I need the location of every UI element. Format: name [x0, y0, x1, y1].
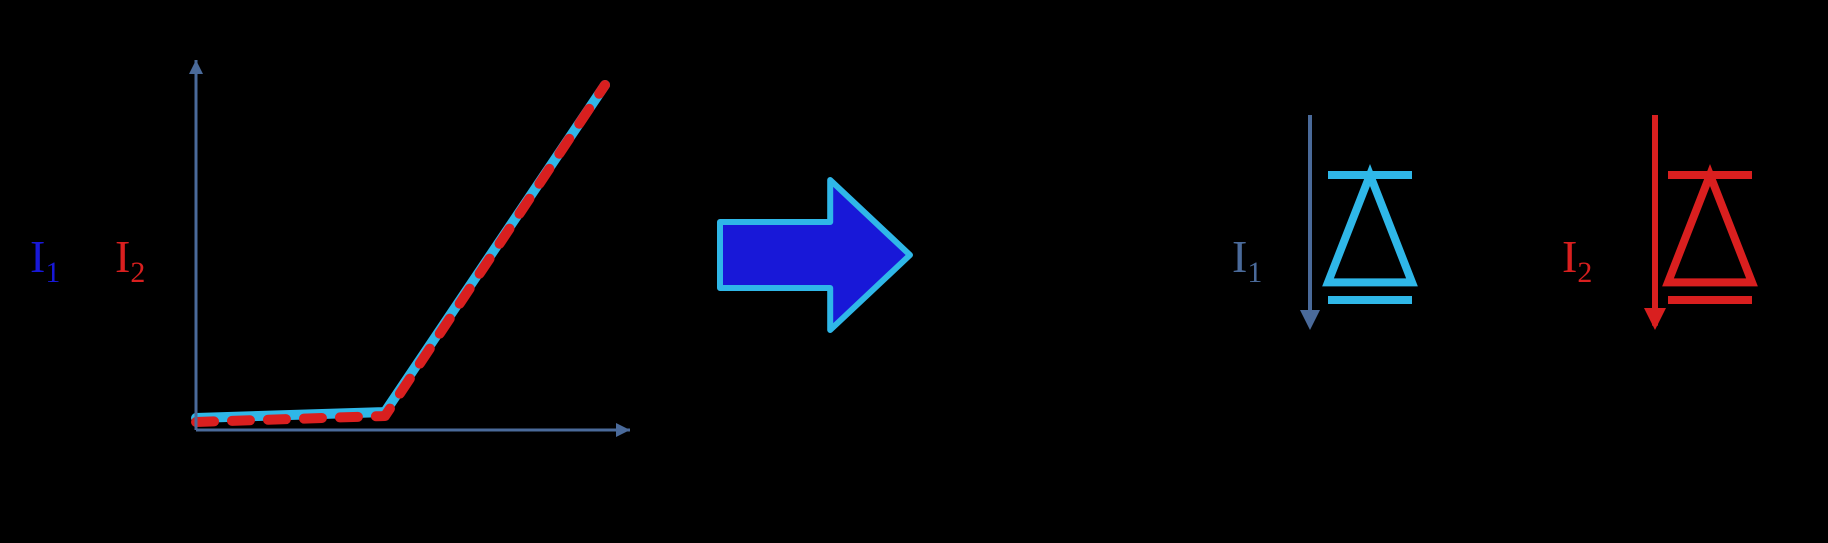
mirror-label-i2-main: I [1562, 231, 1577, 282]
chart-label-i2: I2 [115, 230, 145, 290]
chart-label-i1-sub: 1 [45, 256, 60, 289]
implication-arrow-icon [720, 180, 910, 330]
chart-label-i1: I1 [30, 230, 60, 290]
current-arrow-2 [1644, 115, 1666, 330]
diode-icon-2 [1668, 175, 1752, 300]
iv-chart [189, 60, 630, 437]
series-i2 [196, 85, 605, 422]
diode-icon-1 [1328, 175, 1412, 300]
diagram-svg [0, 0, 1828, 543]
series-i1 [196, 85, 605, 418]
current-arrow-1 [1300, 115, 1320, 330]
mirror-label-i1-main: I [1232, 231, 1247, 282]
chart-label-i2-main: I [115, 231, 130, 282]
mirror-label-i2-sub: 2 [1577, 256, 1592, 289]
chart-label-i1-main: I [30, 231, 45, 282]
mirror-label-i2: I2 [1562, 230, 1592, 290]
mirror-label-i1-sub: 1 [1247, 256, 1262, 289]
mirror-label-i1: I1 [1232, 230, 1262, 290]
chart-label-i2-sub: 2 [130, 256, 145, 289]
